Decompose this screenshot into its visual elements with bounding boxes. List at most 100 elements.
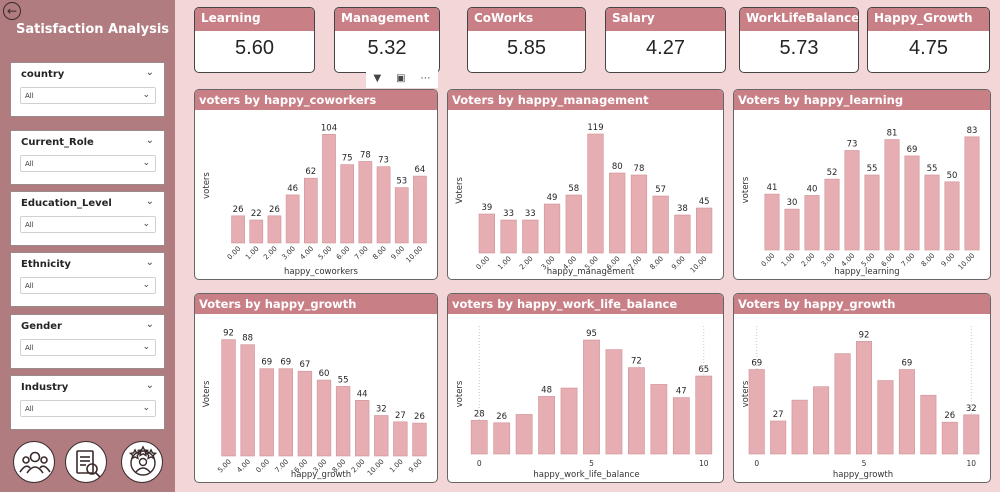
bar	[543, 203, 561, 254]
x-tick-label: 2.00	[262, 245, 279, 262]
data-label: 95	[586, 329, 597, 339]
bar	[355, 400, 370, 457]
chart-panel-work-life-balance: voters by happy_work_life_balance voters…	[447, 293, 724, 483]
chart-coworkers: voters 26 0.00 22 1.00 26 2.00 46 3.00 62 4.00 104 5…	[202, 123, 427, 277]
data-label: 33	[503, 209, 514, 219]
data-label: 119	[587, 123, 603, 133]
bar	[587, 133, 604, 254]
kpi-card-coworks: CoWorks 5.85	[467, 7, 586, 73]
kpi-title: CoWorks	[468, 8, 585, 31]
chevron-down-icon[interactable]: ⌄	[145, 67, 154, 78]
x-tick-label: 0	[477, 459, 482, 468]
bar	[652, 195, 669, 254]
x-tick-label: 0.00	[254, 458, 271, 475]
star-rating-user-icon[interactable]	[121, 441, 163, 483]
filter-icon[interactable]: ▼	[373, 72, 382, 84]
x-tick-label: 1.00	[780, 252, 797, 269]
slicer-dropdown[interactable]: All ⌄	[20, 277, 156, 294]
chevron-down-icon[interactable]: ⌄	[145, 319, 154, 330]
kpi-value: 4.27	[646, 37, 685, 59]
x-tick-label: 0.00	[226, 245, 243, 262]
data-label: 72	[631, 357, 642, 367]
slicer-education-level[interactable]: Education_Level ⌄ All ⌄	[10, 191, 165, 246]
chevron-down-icon[interactable]: ⌄	[145, 257, 154, 268]
chart-title: Voters by happy_growth	[734, 294, 990, 314]
bar	[764, 193, 780, 251]
bar	[696, 207, 713, 254]
slicer-dropdown[interactable]: All ⌄	[20, 216, 156, 233]
slicer-country[interactable]: country ⌄ All ⌄	[10, 62, 165, 117]
x-tick-label: 6.00	[880, 252, 897, 269]
x-tick-label: 8.00	[648, 255, 665, 272]
chevron-down-icon[interactable]: ⌄	[142, 403, 150, 413]
bar	[297, 370, 313, 457]
slicer-dropdown[interactable]: All ⌄	[20, 400, 156, 417]
chart-title: Voters by happy_learning	[734, 90, 990, 110]
chart-title: voters by happy_work_life_balance	[448, 294, 723, 314]
chevron-down-icon[interactable]: ⌄	[142, 219, 150, 229]
data-label: 78	[634, 164, 645, 174]
kpi-title: Learning	[195, 8, 314, 31]
x-tick-label: 5.00	[317, 245, 334, 262]
more-options-icon[interactable]: ⋯	[420, 72, 431, 84]
x-tick-label: 7.00	[353, 245, 370, 262]
chevron-down-icon[interactable]: ⌄	[142, 158, 150, 168]
data-label: 92	[859, 330, 870, 340]
people-group-icon[interactable]	[13, 441, 55, 483]
bar	[784, 208, 800, 251]
bar	[813, 386, 830, 455]
slicer-industry[interactable]: Industry ⌄ All ⌄	[10, 375, 165, 430]
report-document-icon[interactable]	[65, 441, 107, 483]
slicer-gender[interactable]: Gender ⌄ All ⌄	[10, 314, 165, 369]
data-label: 88	[242, 334, 253, 344]
x-tick-label: 10.00	[366, 458, 386, 478]
slicer-ethnicity[interactable]: Ethnicity ⌄ All ⌄	[10, 252, 165, 307]
data-label: 104	[321, 123, 337, 133]
focus-mode-icon[interactable]: ▣	[396, 72, 406, 84]
data-label: 32	[966, 404, 977, 414]
bar	[864, 174, 880, 251]
data-label: 41	[767, 183, 778, 193]
y-axis-label: voters	[455, 380, 465, 407]
x-tick-label: 4.00	[235, 458, 252, 475]
chevron-down-icon[interactable]: ⌄	[145, 135, 154, 146]
x-tick-label: 1.00	[496, 255, 513, 272]
chevron-down-icon[interactable]: ⌄	[145, 196, 154, 207]
data-label: 33	[525, 209, 536, 219]
slicer-dropdown[interactable]: All ⌄	[20, 155, 156, 172]
slicer-dropdown[interactable]: All ⌄	[20, 339, 156, 356]
bar	[824, 178, 840, 251]
kpi-card-happy-growth: Happy_Growth 4.75	[867, 7, 990, 73]
bar	[904, 155, 920, 251]
bar	[605, 349, 623, 455]
y-axis-label: voters	[741, 176, 751, 203]
bar	[630, 174, 648, 254]
slicer-dropdown[interactable]: All ⌄	[20, 87, 156, 104]
chart-work-life-balance: voters 28 26 48 95 72 47 65 0 5 10 happy_work_life_…	[455, 326, 713, 480]
bar	[674, 214, 691, 254]
kpi-title: Happy_Growth	[868, 8, 989, 31]
bar	[941, 421, 958, 455]
chevron-down-icon[interactable]: ⌄	[142, 342, 150, 352]
bar	[413, 175, 427, 244]
slicer-value: All	[25, 405, 34, 413]
x-axis-label: happy_learning	[834, 267, 899, 277]
chevron-down-icon[interactable]: ⌄	[142, 280, 150, 290]
chevron-down-icon[interactable]: ⌄	[142, 90, 150, 100]
slicer-label: country	[21, 69, 65, 80]
data-label: 57	[655, 185, 666, 195]
x-tick-label: 10	[966, 459, 976, 468]
x-tick-label: 8.00	[371, 245, 388, 262]
data-label: 26	[269, 205, 280, 215]
data-label: 52	[827, 168, 838, 178]
chevron-down-icon[interactable]: ⌄	[145, 380, 154, 391]
data-label: 81	[887, 129, 898, 139]
x-tick-label: 2.00	[350, 458, 367, 475]
kpi-value: 4.75	[909, 37, 948, 59]
data-label: 69	[751, 359, 762, 369]
bar	[278, 368, 293, 457]
kpi-title: Salary	[606, 8, 725, 31]
slicer-current-role[interactable]: Current_Role ⌄ All ⌄	[10, 130, 165, 185]
back-arrow-icon[interactable]: ←	[3, 2, 21, 20]
x-tick-label: 9.00	[670, 255, 687, 272]
